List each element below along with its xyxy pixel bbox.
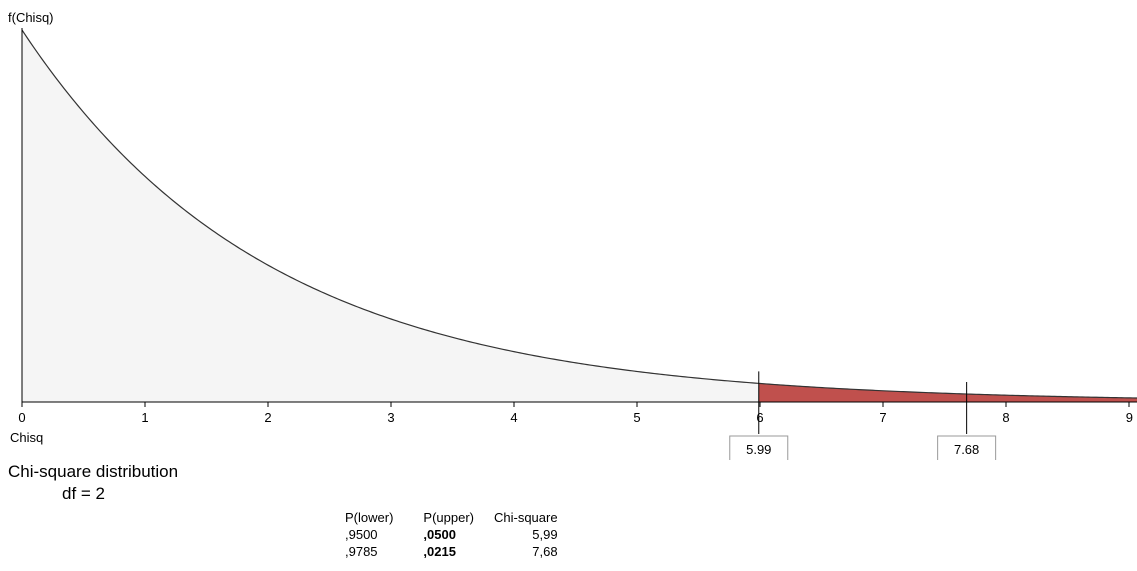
critical-value-label: 5.99 [746, 442, 771, 457]
critical-value-label: 7.68 [954, 442, 979, 457]
x-tick-label: 9 [1126, 410, 1133, 425]
chi-square-value: 5,99 [532, 527, 558, 542]
shaded-tail-region [966, 394, 1137, 402]
chi-square-density-chart: 0 1 2 3 4 5 6 7 8 9 5.99 7.68 f(Chisq) Chisq [8, 10, 1137, 460]
x-axis-ticks: 0 1 2 3 4 5 6 7 8 9 [18, 402, 1133, 425]
p-lower-value: ,9500 [345, 527, 378, 542]
x-tick-label: 6 [756, 410, 763, 425]
p-upper-value: ,0215 [423, 544, 456, 559]
x-tick-label: 2 [264, 410, 271, 425]
header-p-lower: P(lower) [345, 510, 394, 525]
results-header-row: P(lower) P(upper) Chi-square [335, 510, 568, 527]
shaded-tail-regions [758, 383, 1137, 402]
results-row: ,9785 ,0215 7,68 [335, 544, 568, 561]
x-tick-label: 8 [1002, 410, 1009, 425]
x-tick-label: 4 [510, 410, 517, 425]
x-tick-label: 5 [633, 410, 640, 425]
header-p-upper: P(upper) [423, 510, 474, 525]
chi-square-value: 7,68 [532, 544, 558, 559]
y-axis-label: f(Chisq) [8, 10, 54, 25]
critical-value-box [937, 435, 997, 460]
probability-results-table: P(lower) P(upper) Chi-square ,9500 ,0500… [335, 510, 568, 561]
critical-value-markers: 5.99 7.68 [729, 371, 997, 460]
x-tick-label: 3 [387, 410, 394, 425]
density-curve [21, 29, 1137, 399]
p-lower-value: ,9785 [345, 544, 378, 559]
shaded-tail-region [758, 383, 967, 402]
header-chi-square: Chi-square [493, 510, 558, 525]
distribution-title: Chi-square distribution [8, 462, 179, 481]
density-area-fill [22, 30, 1137, 402]
results-row: ,9500 ,0500 5,99 [335, 527, 568, 544]
x-axis-label: Chisq [10, 430, 43, 445]
x-tick-label: 1 [141, 410, 148, 425]
x-tick-label: 0 [18, 410, 25, 425]
degrees-of-freedom-label: df = 2 [62, 484, 106, 503]
x-tick-label: 7 [879, 410, 886, 425]
critical-value-box [729, 435, 789, 460]
p-upper-value: ,0500 [423, 527, 456, 542]
